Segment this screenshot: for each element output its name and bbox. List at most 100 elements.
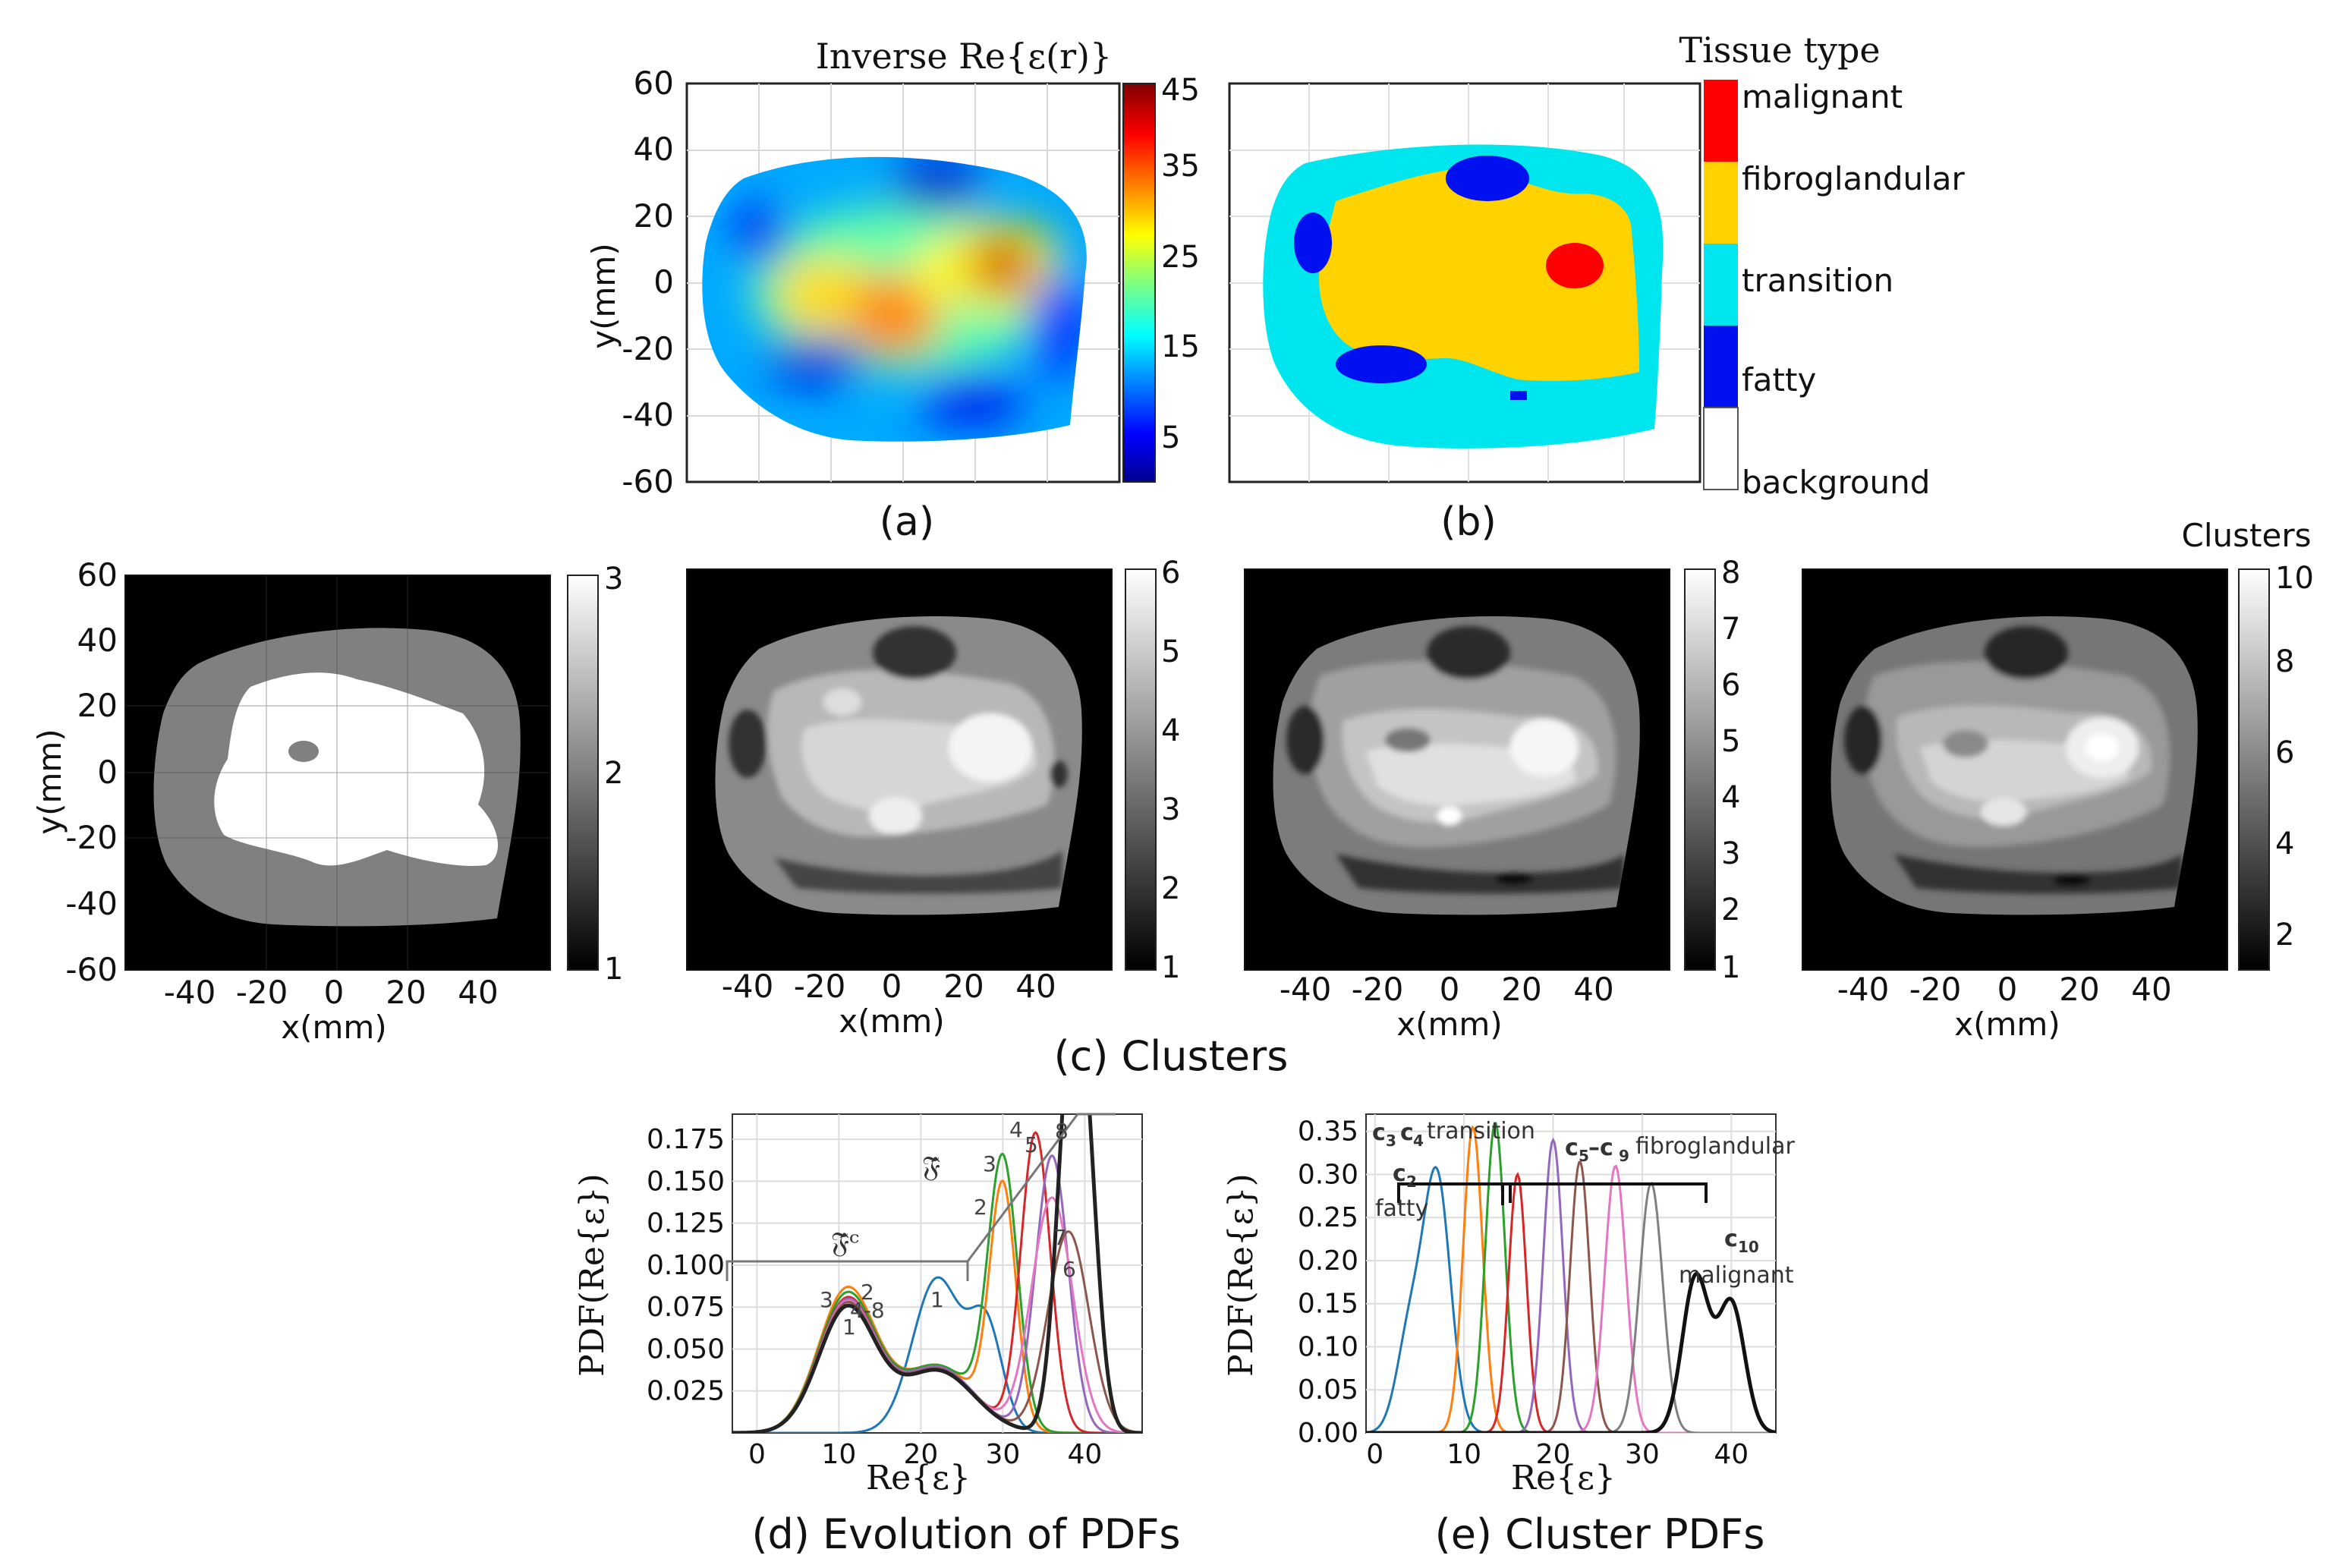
colorbar-tick: 2 bbox=[1721, 893, 1740, 927]
xtick: -20 bbox=[236, 974, 288, 1011]
xtick: -40 bbox=[1280, 971, 1332, 1008]
ytick: -20 bbox=[622, 330, 674, 367]
annotation-label: 9 bbox=[1619, 1147, 1629, 1165]
colorbar-title: Clusters bbox=[2182, 517, 2312, 554]
panel-c-xlabel: x(mm) bbox=[839, 1003, 944, 1040]
ytick: 0.05 bbox=[1298, 1374, 1358, 1406]
ytick: -40 bbox=[65, 885, 118, 922]
panel-e-yticks: 0.35 0.30 0.25 0.20 0.15 0.10 0.05 0.00 bbox=[1298, 1116, 1358, 1449]
ytick: 0.175 bbox=[647, 1124, 725, 1155]
annotation-fibroglandular: fibroglandular bbox=[1635, 1133, 1796, 1160]
panel-a: 60 40 20 0 -20 -40 -60 y(mm) Inverse Re{… bbox=[585, 36, 1200, 545]
jet-colorbar-ticks: 45 35 25 15 5 bbox=[1161, 73, 1200, 455]
tissue-map bbox=[1263, 144, 1664, 449]
colorbar-tick: 4 bbox=[1721, 780, 1740, 815]
ytick: 0.35 bbox=[1298, 1116, 1358, 1148]
caption-b: (b) bbox=[1440, 499, 1497, 545]
ytick: -60 bbox=[65, 951, 118, 988]
ytick: 0.20 bbox=[1298, 1245, 1358, 1277]
ytick: -20 bbox=[65, 819, 118, 856]
caption-d: (d) Evolution of PDFs bbox=[751, 1510, 1180, 1558]
permittivity-heatmap bbox=[702, 156, 1087, 442]
panel-d-ylabel: PDF(Re{ε}) bbox=[573, 1173, 612, 1377]
ytick: 60 bbox=[634, 65, 674, 102]
xtick: 40 bbox=[1573, 971, 1613, 1008]
caption-a: (a) bbox=[880, 499, 934, 545]
cluster-map-10: 10 8 6 4 2 Clusters -40 -20 0 20 40 x(mm… bbox=[1802, 517, 2314, 1043]
annotation-label: c bbox=[1372, 1119, 1386, 1146]
annotation-label: 7 bbox=[1053, 1225, 1067, 1250]
annotation-label: 4 bbox=[1413, 1132, 1424, 1150]
legend-swatch-malignant bbox=[1704, 80, 1738, 162]
xtick: 20 bbox=[386, 974, 426, 1011]
ytick: 20 bbox=[77, 687, 118, 724]
xtick: 10 bbox=[821, 1439, 856, 1470]
ytick: 0.150 bbox=[647, 1166, 725, 1197]
ytick: 0.00 bbox=[1298, 1418, 1358, 1449]
xtick: 10 bbox=[1446, 1439, 1481, 1470]
annotation-label: c bbox=[1565, 1135, 1579, 1161]
annotation-label: 2 bbox=[974, 1195, 987, 1220]
annotation-f-hat-c: 𝔉̂ᶜ bbox=[831, 1226, 859, 1259]
ytick: 60 bbox=[77, 556, 118, 594]
ytick: 0.25 bbox=[1298, 1202, 1358, 1233]
colorbar-tick: 6 bbox=[1161, 556, 1180, 590]
xtick: -40 bbox=[164, 974, 216, 1011]
xtick: 30 bbox=[1625, 1439, 1660, 1470]
series-c7 bbox=[1366, 1160, 1776, 1433]
xtick: -40 bbox=[1837, 971, 1890, 1008]
colorbar-3 bbox=[567, 575, 599, 971]
series-c-8 bbox=[732, 1114, 1142, 1433]
panel-d-xticks: 0 10 20 30 40 bbox=[748, 1439, 1102, 1470]
panel-d-xlabel: Re{ε} bbox=[866, 1459, 971, 1497]
annotation-label: c bbox=[1724, 1226, 1738, 1252]
annotation-label: 4-8 bbox=[850, 1298, 885, 1323]
ytick: 0.100 bbox=[647, 1250, 725, 1281]
annotation-label: 1 bbox=[930, 1287, 944, 1312]
xtick: 0 bbox=[324, 974, 345, 1011]
xtick: 20 bbox=[943, 968, 984, 1005]
ytick: 0.125 bbox=[647, 1208, 725, 1239]
ytick: 40 bbox=[77, 622, 118, 659]
panel-e-curves bbox=[1366, 1122, 1776, 1433]
legend-label: fibroglandular bbox=[1742, 160, 1966, 197]
colorbar-tick: 1 bbox=[1161, 950, 1180, 985]
cluster-map-8: 8 7 6 5 4 3 2 1 -40 -20 0 20 40 x(mm) bbox=[1244, 556, 1740, 1043]
legend-label: fatty bbox=[1742, 361, 1816, 398]
annotation-label: 6 bbox=[1062, 1257, 1076, 1282]
panel-c: 3 2 1 60 40 20 0 -20 -40 -60 y(mm) -40 -… bbox=[31, 517, 2314, 1080]
colorbar-tick: 6 bbox=[2275, 735, 2294, 770]
series-c6 bbox=[1366, 1137, 1776, 1433]
panel-e: 0 10 20 30 40 0.350.300.250.200.150.100.050.… bbox=[1222, 1113, 1796, 1558]
panel-a-yticks: 60 40 20 0 -20 -40 -60 bbox=[622, 65, 674, 500]
colorbar-tick: 2 bbox=[2275, 918, 2294, 952]
xtick: 0 bbox=[882, 968, 902, 1005]
panel-e-xticks: 0 10 20 30 40 bbox=[1366, 1439, 1749, 1470]
xtick: 30 bbox=[985, 1439, 1020, 1470]
annotation-label: 2 bbox=[1406, 1173, 1417, 1191]
panel-c-xlabel: x(mm) bbox=[1954, 1006, 2060, 1043]
legend-swatch-fatty bbox=[1704, 326, 1738, 408]
legend-swatch-fibroglandular bbox=[1704, 162, 1738, 244]
panel-d-yticks: 0.175 0.150 0.125 0.100 0.075 0.050 0.025 bbox=[647, 1124, 725, 1407]
cluster-map-3: 3 2 1 60 40 20 0 -20 -40 -60 y(mm) -40 -… bbox=[31, 556, 623, 1046]
legend-swatch-background bbox=[1703, 407, 1739, 490]
colorbar-tick: 3 bbox=[1721, 836, 1740, 871]
jet-colorbar bbox=[1122, 83, 1156, 483]
series-c2 bbox=[1366, 1166, 1776, 1433]
ytick: -40 bbox=[622, 396, 674, 433]
annotation-fatty: fatty bbox=[1375, 1195, 1428, 1222]
legend-swatch-transition bbox=[1704, 244, 1738, 326]
annotation-malignant: malignant bbox=[1679, 1262, 1794, 1289]
colorbar-tick: 5 bbox=[1721, 724, 1740, 759]
colorbar-tick: 4 bbox=[1161, 713, 1180, 748]
annotation-label: c bbox=[1393, 1160, 1406, 1187]
panel-b-title: Tissue type bbox=[1679, 30, 1880, 71]
colorbar-tick: 25 bbox=[1161, 240, 1200, 275]
tissue-fatty-top bbox=[1446, 156, 1529, 201]
colorbar-10 bbox=[2238, 568, 2270, 971]
caption-e: (e) Cluster PDFs bbox=[1435, 1510, 1765, 1558]
xtick: 0 bbox=[748, 1439, 766, 1470]
series-c10 bbox=[1366, 1271, 1776, 1433]
